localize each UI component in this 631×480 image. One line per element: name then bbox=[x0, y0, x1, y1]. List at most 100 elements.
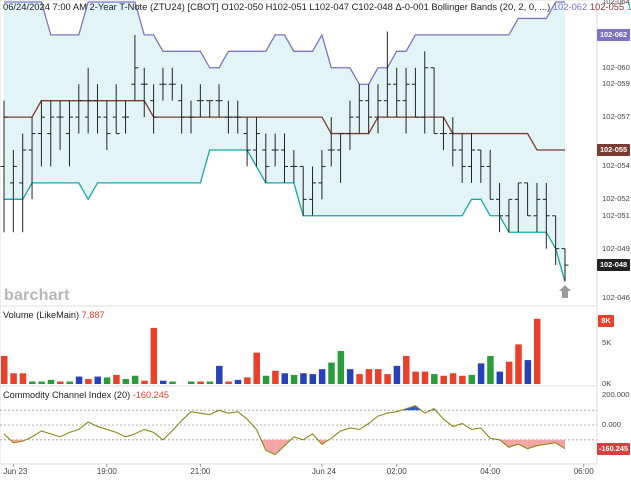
cci-subtitle: (20) bbox=[113, 390, 131, 400]
x-tick-label: 06:00 bbox=[573, 467, 594, 476]
ohlc-bar bbox=[505, 198, 513, 233]
price-y-tick: 102-059 bbox=[602, 79, 630, 89]
volume-bar bbox=[496, 371, 504, 384]
ohlc-bar bbox=[337, 133, 345, 183]
bb-upper-value: 102-062 bbox=[552, 1, 588, 12]
volume-bar bbox=[47, 379, 55, 384]
volume-bar bbox=[524, 360, 532, 384]
ohlc-bar bbox=[187, 100, 195, 134]
chart-header: 06/24/2024 7:00 AM 2-Year T-Note (ZTU24)… bbox=[3, 1, 631, 12]
ohlc-bar bbox=[84, 67, 92, 134]
ohlc-bar bbox=[75, 84, 83, 134]
volume-bar bbox=[440, 375, 447, 384]
price-y-tick: 102-052 bbox=[602, 194, 630, 204]
ohlc-bar bbox=[206, 100, 214, 118]
barchart-watermark: barchart bbox=[4, 287, 70, 304]
volume-subtitle: (LikeMain) bbox=[36, 310, 80, 320]
last-bar-arrow-icon bbox=[559, 285, 571, 298]
header-text: 06/24/2024 7:00 AM 2-Year T-Note (ZTU24)… bbox=[3, 1, 551, 12]
volume-bar bbox=[216, 365, 223, 384]
ohlc-bar bbox=[47, 100, 55, 167]
volume-bar bbox=[337, 351, 345, 384]
price-badge: 102-055 bbox=[597, 144, 630, 156]
ohlc-bar bbox=[524, 182, 532, 217]
ohlc-bar bbox=[224, 100, 232, 134]
price-y-tick: 102-054 bbox=[602, 161, 630, 171]
ohlc-bar bbox=[122, 100, 130, 134]
volume-bar bbox=[272, 370, 279, 384]
ohlc-bar bbox=[178, 84, 186, 134]
cci-title: Commodity Channel Index bbox=[3, 390, 112, 400]
volume-y-tick: 5K bbox=[602, 337, 612, 347]
ohlc-bar bbox=[196, 84, 204, 118]
cci-line bbox=[3, 405, 566, 456]
volume-bar bbox=[309, 374, 317, 384]
ohlc-bar bbox=[140, 67, 148, 118]
volume-bar bbox=[281, 373, 288, 384]
ohlc-bar bbox=[449, 117, 457, 167]
volume-bar bbox=[253, 352, 260, 384]
volume-bar bbox=[75, 376, 83, 384]
ohlc-bar bbox=[439, 117, 447, 150]
bb-lower-line bbox=[4, 149, 566, 282]
x-tick-label: Jun 24 bbox=[311, 467, 336, 476]
volume-bar bbox=[122, 379, 130, 384]
volume-label: Volume (LikeMain) 7,887 bbox=[3, 310, 105, 320]
volume-bar bbox=[515, 344, 522, 384]
cci-label: Commodity Channel Index (20) -160.245 bbox=[3, 390, 169, 400]
volume-bar bbox=[477, 363, 485, 384]
cci-value: -160.245 bbox=[132, 390, 170, 400]
ohlc-bar bbox=[168, 67, 176, 101]
ohlc-bar bbox=[318, 150, 326, 200]
x-tick-label: 02:00 bbox=[386, 467, 407, 476]
ohlc-bar bbox=[150, 84, 158, 134]
ohlc-bar bbox=[327, 117, 335, 167]
ohlc-bar bbox=[94, 84, 101, 134]
volume-bar bbox=[346, 369, 354, 384]
volume-y-tick: 0K bbox=[602, 379, 612, 388]
ohlc-bar bbox=[411, 67, 419, 118]
cci-y-tick: 0.000 bbox=[602, 420, 622, 429]
bb-lower-value: 102-048 bbox=[626, 1, 631, 12]
price-y-tick: 102-051 bbox=[602, 210, 630, 220]
ohlc-bar bbox=[374, 84, 382, 134]
volume-bar bbox=[244, 377, 251, 384]
volume-bar bbox=[356, 374, 363, 384]
volume-bar bbox=[103, 377, 111, 384]
ohlc-bar bbox=[243, 117, 251, 167]
cci-y-tick: 200.000 bbox=[602, 390, 630, 400]
volume-bar bbox=[403, 355, 410, 384]
volume-bar bbox=[505, 361, 513, 384]
volume-bar bbox=[533, 318, 541, 384]
volume-bar bbox=[300, 373, 307, 384]
volume-bar bbox=[38, 381, 45, 384]
ohlc-bar bbox=[365, 84, 373, 134]
volume-bar bbox=[384, 374, 391, 384]
volume-bar bbox=[141, 380, 148, 384]
ohlc-bar bbox=[271, 133, 279, 167]
ohlc-bar bbox=[281, 133, 288, 183]
volume-bar bbox=[459, 375, 466, 384]
volume-bar bbox=[431, 374, 438, 384]
ohlc-bar bbox=[19, 133, 27, 233]
x-tick-label: Jun 23 bbox=[3, 467, 28, 476]
price-badge: 102-048 bbox=[597, 259, 630, 272]
ohlc-bar bbox=[383, 31, 391, 118]
ohlc-bar bbox=[393, 67, 401, 118]
price-y-tick: 102-057 bbox=[602, 112, 630, 122]
ohlc-bar bbox=[309, 166, 317, 216]
ohlc-bar bbox=[290, 150, 298, 183]
volume-bar bbox=[10, 373, 17, 384]
price-y-tick: 102-064 bbox=[602, 0, 630, 6]
ohlc-bar bbox=[252, 117, 260, 167]
ohlc-bar bbox=[552, 215, 560, 266]
ohlc-bar bbox=[421, 51, 429, 134]
ohlc-bar bbox=[486, 150, 494, 200]
volume-bar bbox=[487, 355, 494, 384]
volume-bar bbox=[412, 371, 419, 384]
volume-y-tick: 8K bbox=[598, 315, 614, 327]
ohlc-bar bbox=[262, 133, 270, 183]
volume-title: Volume bbox=[3, 310, 34, 320]
x-tick-label: 19:00 bbox=[96, 467, 117, 476]
